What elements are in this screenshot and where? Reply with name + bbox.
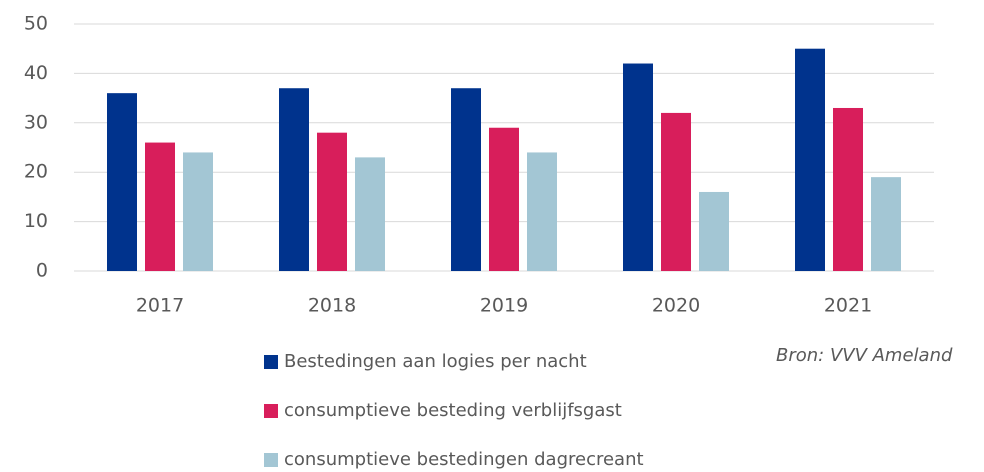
bar <box>355 157 385 271</box>
x-tick-label: 2020 <box>652 295 700 317</box>
y-tick-label: 0 <box>36 260 48 282</box>
bar <box>183 152 213 271</box>
bar <box>317 132 347 271</box>
bar <box>833 107 863 271</box>
bar <box>661 112 691 271</box>
y-tick-label: 10 <box>24 210 48 232</box>
source-note: Bron: VVV Ameland <box>776 345 953 366</box>
legend-swatch <box>264 404 278 418</box>
y-tick-label: 20 <box>24 161 48 183</box>
legend-label: consumptieve besteding verblijfsgast <box>284 400 622 421</box>
bar <box>699 191 729 271</box>
bar <box>451 88 481 271</box>
y-tick-label: 50 <box>24 13 48 35</box>
bar <box>279 88 309 271</box>
x-tick-label: 2019 <box>480 295 528 317</box>
bar <box>871 177 901 271</box>
bar <box>489 127 519 272</box>
bar <box>795 48 825 272</box>
y-tick-label: 40 <box>24 62 48 84</box>
bar <box>527 152 557 271</box>
legend-label: consumptieve bestedingen dagrecreant <box>284 449 644 470</box>
legend-label: Bestedingen aan logies per nacht <box>284 351 587 372</box>
y-tick-label: 30 <box>24 111 48 133</box>
bar <box>145 142 175 271</box>
legend-swatch <box>264 453 278 467</box>
legend-swatch <box>264 355 278 369</box>
x-tick-label: 2017 <box>136 295 184 317</box>
x-tick-label: 2021 <box>824 295 872 317</box>
bar <box>623 63 653 271</box>
bar <box>107 93 137 271</box>
x-tick-label: 2018 <box>308 295 356 317</box>
